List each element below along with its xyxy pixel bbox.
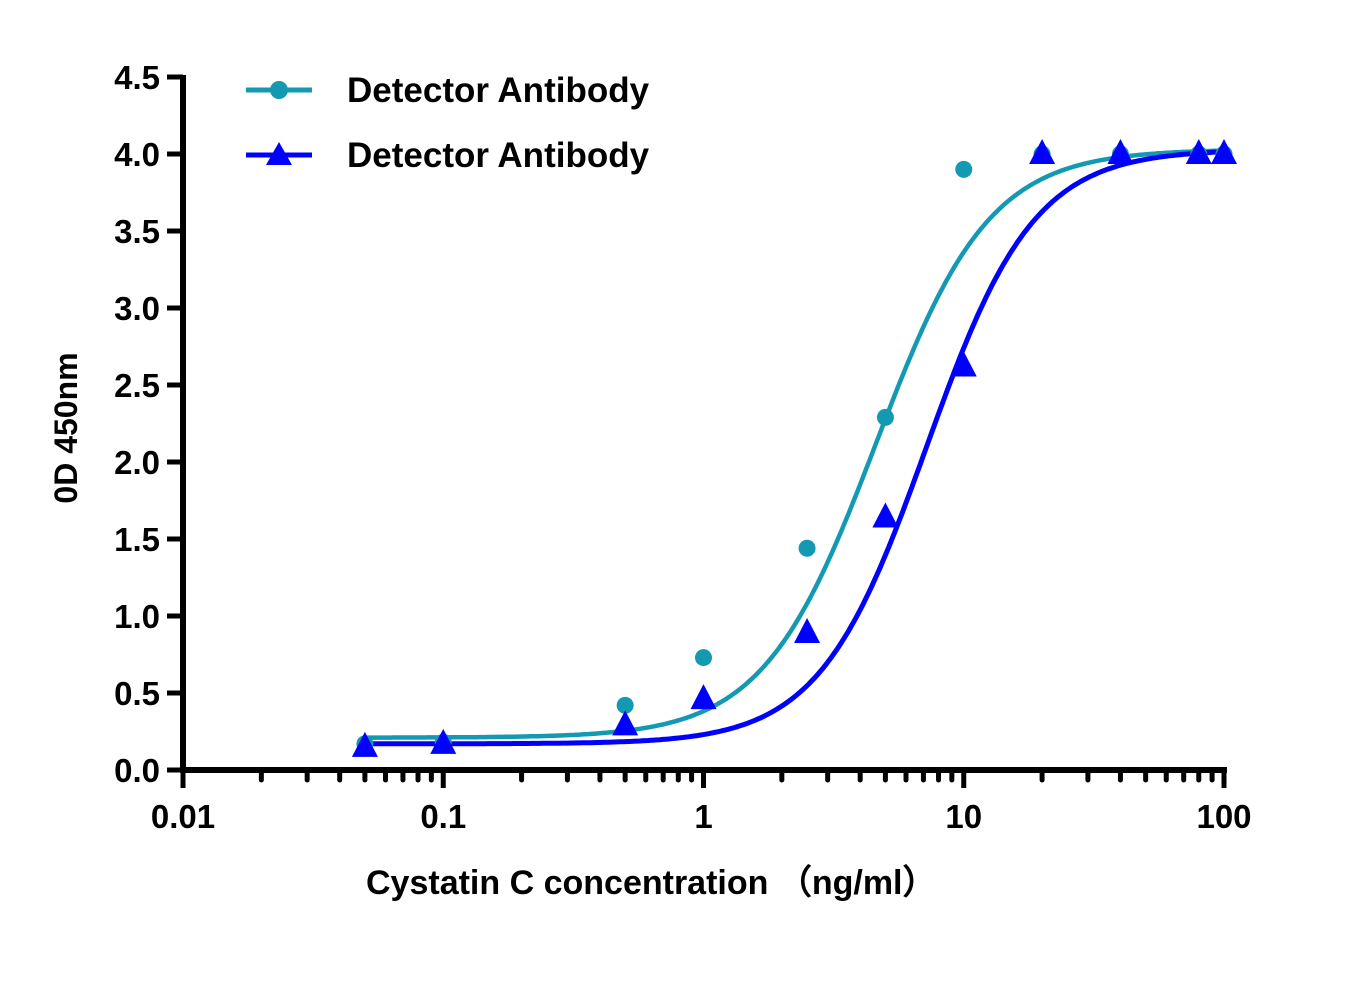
- data-point-triangle: [872, 502, 899, 528]
- legend-label-2: Detector Antibody: [347, 136, 650, 175]
- data-point-circle: [798, 539, 816, 557]
- x-tick-label: 0.1: [420, 798, 466, 835]
- x-tick-label: 10: [945, 798, 982, 835]
- y-tick-label: 3.5: [114, 213, 160, 250]
- x-tick-label: 100: [1196, 798, 1251, 835]
- data-point-triangle: [690, 684, 717, 710]
- x-tick-label: 1: [694, 798, 712, 835]
- legend: Detector Antibody Detector Antibody: [246, 71, 650, 175]
- fit-curve-2: [364, 149, 1225, 747]
- y-axis-label: 0D 450nm: [48, 352, 84, 503]
- legend-triangle-marker-icon: [266, 142, 292, 165]
- legend-label-1: Detector Antibody: [347, 71, 650, 110]
- y-tick-label: 1.0: [114, 598, 160, 635]
- data-point-triangle: [1107, 139, 1134, 164]
- legend-circle-marker-icon: [270, 81, 288, 99]
- data-points: [351, 139, 1237, 757]
- data-point-triangle: [351, 731, 378, 757]
- y-tick-label: 4.5: [114, 59, 160, 96]
- y-tick-label: 3.0: [114, 290, 160, 327]
- data-point-triangle: [430, 728, 457, 754]
- y-tick-label: 2.0: [114, 444, 160, 481]
- data-point-triangle: [1185, 139, 1212, 164]
- data-point-triangle: [1211, 139, 1237, 164]
- fit-curve-1: [364, 148, 1225, 740]
- data-point-circle: [955, 160, 973, 178]
- y-tick-label: 1.5: [114, 521, 160, 558]
- data-point-triangle: [950, 351, 977, 377]
- data-point-triangle: [1029, 139, 1056, 164]
- y-tick-label: 4.0: [114, 136, 160, 173]
- data-point-triangle: [612, 710, 639, 736]
- y-tick-label: 2.5: [114, 367, 160, 404]
- data-point-circle: [876, 408, 894, 426]
- fit-curves: [364, 148, 1225, 747]
- data-point-triangle: [794, 617, 821, 643]
- y-tick-label: 0.0: [114, 752, 160, 789]
- x-tick-label: 0.01: [151, 798, 215, 835]
- axes: 0.0 0.5 1.0 1.5 2.0 2.5 3.0 3.5 4.0 4.5 0.01 0.1 1 10…: [114, 59, 1251, 835]
- y-tick-label: 0.5: [114, 675, 160, 712]
- x-axis-label: Cystatin C concentration （ng/ml）: [366, 863, 937, 902]
- data-point-circle: [695, 649, 712, 667]
- data-point-circle: [616, 696, 634, 714]
